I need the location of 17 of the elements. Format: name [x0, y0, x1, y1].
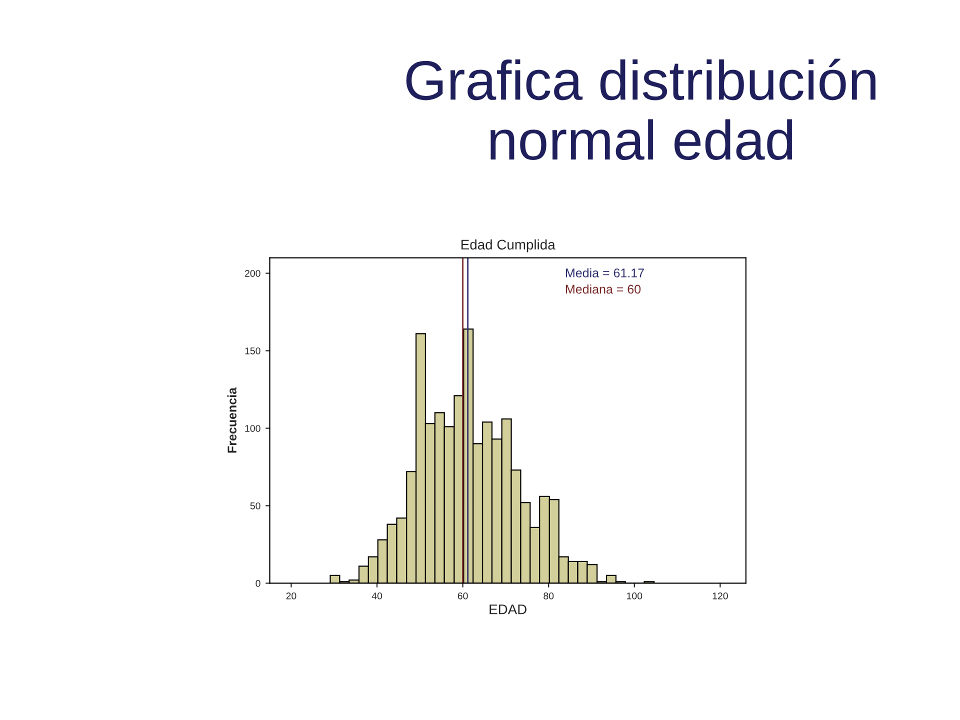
x-tick-label: 40	[372, 592, 382, 600]
x-tick-label: 120	[712, 592, 728, 600]
ref-line-label: Media = 61.17	[566, 268, 644, 278]
x-tick-label: 20	[286, 592, 296, 600]
y-tick-label: 150	[245, 347, 260, 354]
y-axis-title: Frecuencia	[227, 387, 236, 453]
y-tick-label: 200	[245, 270, 260, 277]
chart-subtitle: Edad Cumplida	[462, 239, 556, 252]
x-tick-label: 100	[627, 592, 642, 600]
ref-line-label: Mediana = 60	[566, 284, 641, 294]
chart-title: Grafica distribución normal edad	[406, 58, 876, 160]
x-tick-label: 60	[458, 592, 468, 600]
x-axis-title: EDAD	[490, 604, 526, 614]
x-tick-label: 80	[544, 592, 554, 600]
y-tick-label: 50	[250, 502, 260, 510]
y-tick-label: 0	[256, 580, 260, 587]
y-tick-label: 100	[245, 424, 260, 432]
